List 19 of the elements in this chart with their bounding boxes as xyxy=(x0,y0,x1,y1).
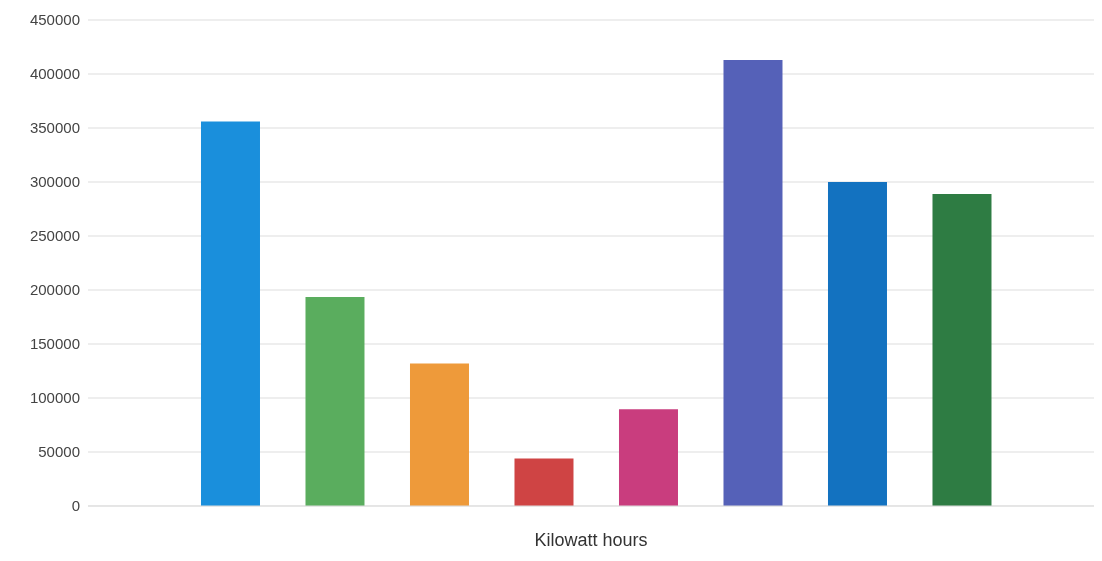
bar xyxy=(618,409,678,506)
y-tick-label: 400000 xyxy=(29,65,80,83)
y-tick-label: 50000 xyxy=(38,443,80,461)
y-tick-label: 150000 xyxy=(29,335,80,353)
y-tick-label: 200000 xyxy=(29,281,80,299)
bar xyxy=(514,458,574,506)
bar xyxy=(409,363,469,506)
y-tick-label: 450000 xyxy=(29,11,80,29)
bar xyxy=(305,297,365,506)
bar xyxy=(827,182,887,506)
bar xyxy=(723,59,783,506)
y-tick-label: 250000 xyxy=(29,227,80,245)
y-tick-label: 350000 xyxy=(29,119,80,137)
bar xyxy=(200,121,260,506)
y-tick-label: 100000 xyxy=(29,389,80,407)
y-tick-label: 300000 xyxy=(29,173,80,191)
y-tick-label: 0 xyxy=(71,497,80,515)
bar xyxy=(932,193,992,506)
x-axis-title: Kilowatt hours xyxy=(534,530,648,550)
